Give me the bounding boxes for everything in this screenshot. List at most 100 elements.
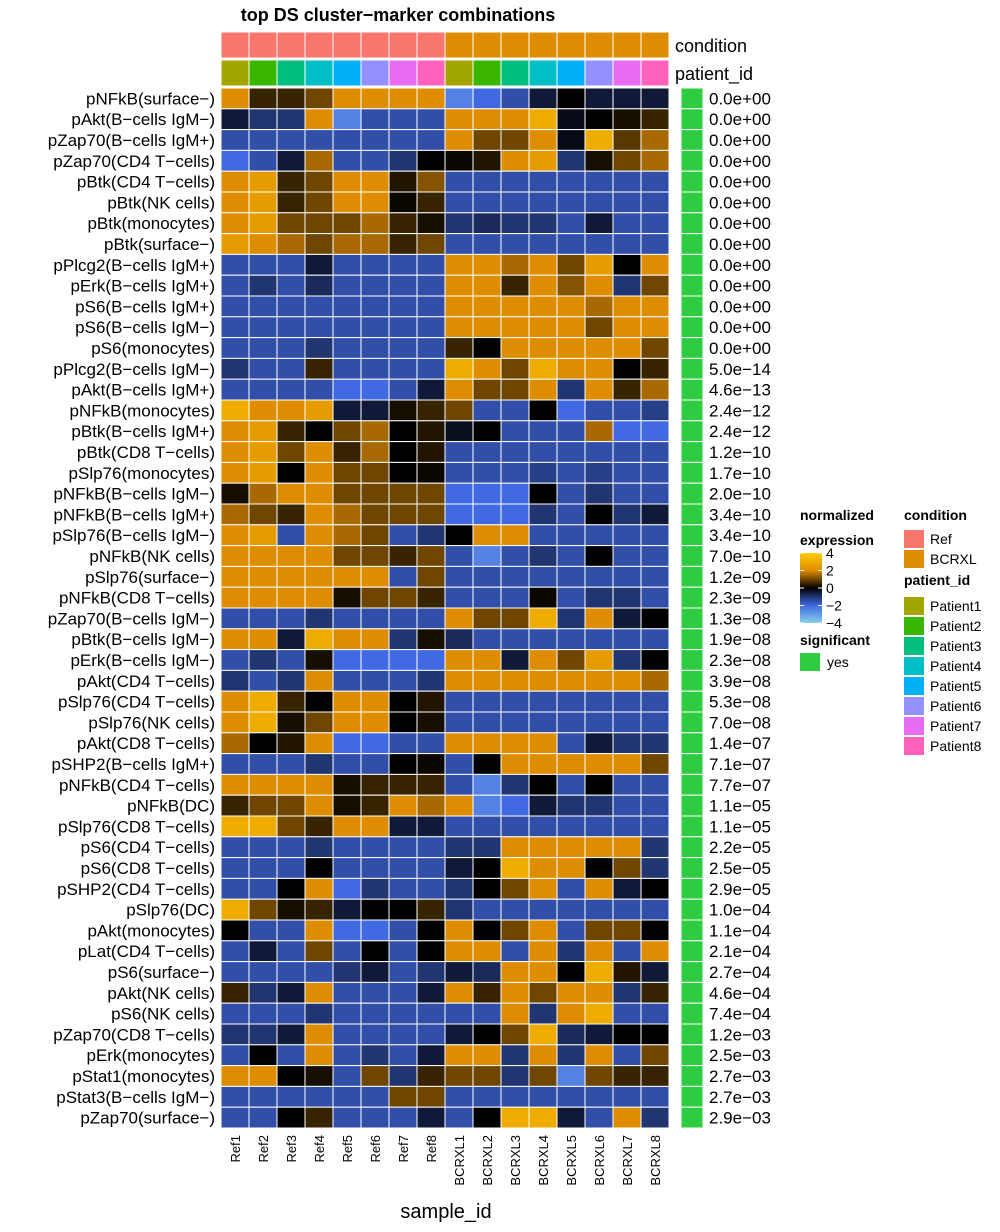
- heatmap-cell: [248, 337, 278, 359]
- heatmap-cell: [332, 919, 362, 942]
- heatmap-cell: [528, 815, 558, 838]
- heatmap-cell: [528, 233, 558, 255]
- heatmap-cell: [500, 461, 530, 484]
- heatmap-cell: [472, 524, 502, 547]
- heatmap-cell: [332, 295, 362, 318]
- heatmap-cell: [584, 649, 614, 671]
- heatmap-cell: [612, 940, 642, 963]
- heatmap-cell: [444, 503, 474, 526]
- heatmap-cell: [556, 316, 586, 339]
- patient-legend-label: Patient3: [930, 638, 982, 654]
- heatmap-cell: [556, 773, 586, 796]
- heatmap-cell: [220, 441, 250, 463]
- heatmap-cell: [360, 503, 390, 526]
- heatmap-cell: [388, 898, 418, 921]
- heatmap-cell: [248, 857, 278, 879]
- heatmap-cell: [528, 1106, 558, 1129]
- heatmap-cell: [304, 669, 334, 692]
- heatmap-cell: [556, 732, 586, 755]
- heatmap-cell: [360, 233, 390, 255]
- heatmap-cell: [360, 441, 390, 463]
- heatmap-cell: [304, 441, 334, 463]
- heatmap-cell: [388, 857, 418, 879]
- heatmap-cell: [332, 940, 362, 963]
- heatmap-cell: [444, 274, 474, 297]
- heatmap-cell: [612, 1023, 642, 1046]
- row-label: pAkt(B−cells IgM−): [71, 110, 215, 129]
- heatmap-cell: [304, 274, 334, 297]
- row-label: pS6(B−cells IgM+): [75, 297, 215, 316]
- pvalue-label: 2.5e−05: [709, 859, 771, 878]
- heatmap-cell: [416, 1044, 446, 1067]
- patient-legend-swatch: [904, 717, 924, 735]
- heatmap-cell: [304, 337, 334, 359]
- heatmap-cell: [444, 794, 474, 817]
- patient-annotation-cell: [360, 59, 390, 87]
- heatmap-cell: [500, 253, 530, 276]
- pvalue-label: 1.2e−10: [709, 443, 771, 462]
- heatmap-cell: [248, 399, 278, 422]
- heatmap-cell: [612, 857, 642, 879]
- heatmap-cell: [416, 836, 446, 859]
- patient-legend-label: Patient2: [930, 618, 982, 634]
- heatmap-cell: [304, 586, 334, 609]
- heatmap-cell: [388, 337, 418, 359]
- heatmap-cell: [640, 87, 670, 110]
- significance-cell: [680, 607, 704, 630]
- patient-legend-title: patient_id: [904, 572, 970, 588]
- significance-cell: [680, 711, 704, 734]
- heatmap-cell: [584, 961, 614, 983]
- heatmap-cell: [640, 940, 670, 963]
- heatmap-cell: [276, 191, 306, 214]
- heatmap-cell: [500, 420, 530, 443]
- heatmap-cell: [584, 732, 614, 755]
- heatmap-cell: [640, 295, 670, 318]
- heatmap-cell: [584, 461, 614, 484]
- heatmap-cell: [332, 316, 362, 339]
- heatmap-cell: [528, 794, 558, 817]
- heatmap-cell: [556, 1085, 586, 1108]
- heatmap-cell: [500, 191, 530, 214]
- column-label: BCRXL8: [648, 1135, 663, 1186]
- heatmap-cell: [248, 1065, 278, 1087]
- heatmap-cell: [360, 940, 390, 963]
- heatmap-cell: [304, 815, 334, 838]
- heatmap-cell: [360, 794, 390, 817]
- heatmap-cell: [332, 337, 362, 359]
- heatmap-cell: [556, 586, 586, 609]
- heatmap-cell: [472, 732, 502, 755]
- heatmap-cell: [248, 940, 278, 963]
- heatmap-cell: [276, 898, 306, 921]
- significance-cell: [680, 940, 704, 963]
- heatmap-cell: [612, 649, 642, 671]
- condition-legend-title: condition: [904, 507, 967, 523]
- heatmap-cell: [444, 1002, 474, 1025]
- significance-cell: [680, 149, 704, 172]
- heatmap-cell: [416, 981, 446, 1004]
- heatmap-cell: [248, 836, 278, 859]
- heatmap-cell: [276, 773, 306, 796]
- row-label: pS6(monocytes): [91, 339, 215, 358]
- pvalue-label: 1.7e−10: [709, 464, 771, 483]
- heatmap-cell: [612, 170, 642, 193]
- heatmap-cell: [612, 898, 642, 921]
- heatmap-cell: [612, 108, 642, 131]
- heatmap-cell: [360, 420, 390, 443]
- heatmap-cell: [640, 586, 670, 609]
- heatmap-cell: [500, 295, 530, 318]
- pvalue-label: 2.3e−09: [709, 589, 771, 608]
- heatmap-cell: [444, 649, 474, 671]
- patient-legend-swatch: [904, 617, 924, 635]
- heatmap-cell: [612, 1106, 642, 1129]
- condition-legend-swatch: [904, 530, 924, 548]
- row-label: pErk(B−cells IgM+): [70, 277, 215, 296]
- heatmap-cell: [388, 649, 418, 671]
- heatmap-cell: [584, 253, 614, 276]
- heatmap-cell: [416, 337, 446, 359]
- pvalue-label: 1.1e−05: [709, 817, 771, 836]
- patient-legend-label: Patient6: [930, 698, 982, 714]
- heatmap-cell: [584, 690, 614, 713]
- heatmap-cell: [528, 961, 558, 983]
- heatmap-cell: [248, 357, 278, 380]
- heatmap-cell: [388, 170, 418, 193]
